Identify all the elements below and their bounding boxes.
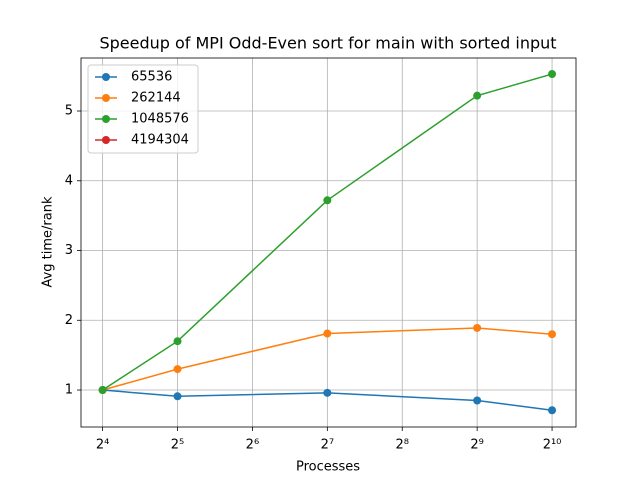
legend-marker	[102, 115, 110, 123]
point	[173, 365, 182, 374]
x-tick-label: 2⁶	[246, 438, 259, 453]
x-tick-label: 2⁸	[395, 438, 408, 453]
legend-label: 65536	[131, 70, 172, 85]
legend-label: 262144	[131, 91, 181, 106]
y-tick-label: 5	[65, 104, 73, 119]
y-tick-label: 3	[65, 243, 73, 258]
x-tick-label: 2⁹	[470, 438, 483, 453]
legend-box	[87, 64, 199, 154]
point	[323, 329, 332, 338]
legend-marker	[102, 136, 110, 144]
legend-label: 1048576	[131, 112, 189, 127]
axes-frame	[80, 57, 577, 428]
point	[173, 392, 182, 401]
point	[548, 70, 557, 79]
y-axis-label: Avg time/rank	[41, 196, 56, 288]
point	[98, 386, 107, 395]
grid: 2⁴ 2⁵ 2⁶ 2⁷ 2⁸ 2⁹ 2¹⁰ 1 2 3 4 5	[65, 58, 576, 453]
x-tick-label: 2¹⁰	[543, 438, 562, 453]
x-tick-label: 2⁴	[96, 438, 109, 453]
plot	[98, 70, 557, 415]
legend-marker	[102, 94, 110, 102]
point	[548, 406, 557, 415]
legend: 65536 262144 1048576 4194304	[87, 64, 199, 154]
x-axis-label: Processes	[296, 460, 360, 475]
y-tick-label: 4	[65, 173, 73, 188]
x-tick-label: 2⁷	[321, 438, 334, 453]
point	[473, 396, 482, 405]
legend-marker	[102, 73, 110, 81]
legend-label: 4194304	[131, 133, 189, 148]
point	[323, 196, 332, 205]
point	[173, 337, 182, 346]
chart-title: Speedup of MPI Odd-Even sort for main wi…	[99, 34, 556, 53]
y-tick-label: 1	[65, 383, 73, 398]
y-tick-label: 2	[65, 313, 73, 328]
point	[473, 91, 482, 100]
point	[323, 388, 332, 397]
x-tick-label: 2⁵	[171, 438, 184, 453]
point	[473, 323, 482, 332]
point	[548, 330, 557, 339]
